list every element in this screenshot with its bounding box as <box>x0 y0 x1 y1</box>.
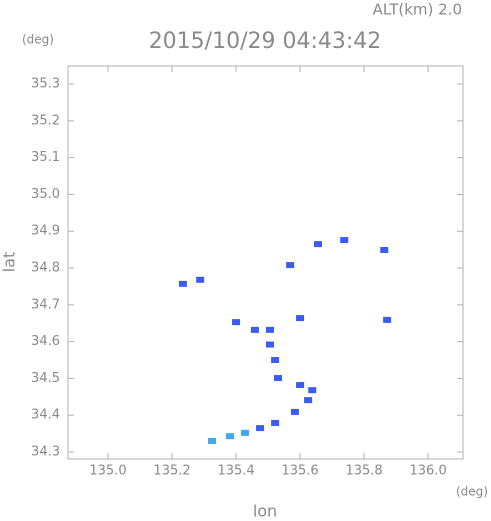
y-tick-label: 35.2 <box>31 113 60 128</box>
echo-point <box>340 237 349 244</box>
echo-point <box>286 262 295 269</box>
x-tick-label: 135.0 <box>89 464 126 479</box>
echo-point <box>265 341 274 348</box>
y-tick-label: 35.0 <box>31 187 60 202</box>
x-tick-label: 136.0 <box>410 464 447 479</box>
echo-point <box>232 319 241 326</box>
altitude-label: ALT(km) 2.0 <box>373 1 462 19</box>
y-tick-label: 34.6 <box>31 334 60 349</box>
echo-point <box>308 387 317 394</box>
echo-point <box>271 357 280 364</box>
echo-point <box>304 397 313 404</box>
chart-title: 2015/10/29 04:43:42 <box>149 29 382 54</box>
echo-point <box>290 408 299 415</box>
echo-point <box>250 326 259 333</box>
echo-point <box>241 429 250 436</box>
echo-point <box>196 276 205 283</box>
x-axis-label: lon <box>253 502 277 521</box>
x-tick-label: 135.8 <box>345 464 382 479</box>
echo-point <box>380 246 389 253</box>
y-unit: (deg) <box>22 33 54 47</box>
echo-point <box>271 419 280 426</box>
echo-point <box>296 315 305 322</box>
echo-point <box>225 433 234 440</box>
echo-point <box>296 382 305 389</box>
plot-frame <box>67 65 464 460</box>
x-tick-label: 135.2 <box>153 464 190 479</box>
echo-point <box>383 316 392 323</box>
y-tick-label: 34.5 <box>31 371 60 386</box>
x-tick-label: 135.6 <box>281 464 318 479</box>
y-tick-label: 34.9 <box>31 224 60 239</box>
y-tick-label: 34.7 <box>31 297 60 312</box>
echo-point <box>208 437 217 444</box>
echo-point <box>313 241 322 248</box>
y-tick-label: 34.3 <box>31 445 60 460</box>
y-tick-label: 35.3 <box>31 77 60 92</box>
y-tick-label: 35.1 <box>31 150 60 165</box>
x-unit: (deg) <box>456 485 488 499</box>
echo-point <box>178 280 187 287</box>
y-axis-label: lat <box>0 252 19 273</box>
echo-point <box>273 375 282 382</box>
y-tick-label: 34.4 <box>31 408 60 423</box>
echo-point <box>256 425 265 432</box>
y-tick-label: 34.8 <box>31 261 60 276</box>
x-tick-label: 135.4 <box>217 464 254 479</box>
echo-point <box>265 326 274 333</box>
